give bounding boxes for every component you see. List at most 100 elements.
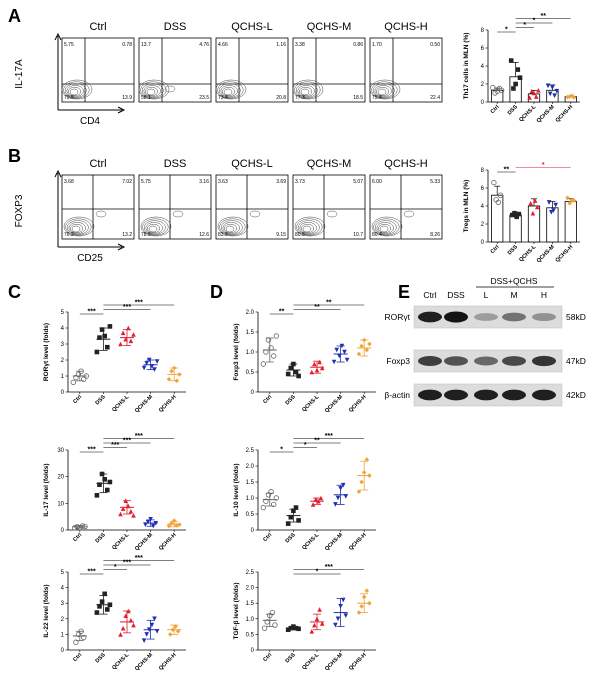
data-point (359, 479, 364, 485)
data-point (265, 492, 272, 498)
contour-line (295, 83, 318, 98)
y-axis-label: Th17 cells in MLN (%) (463, 33, 470, 100)
data-point (317, 359, 322, 365)
flow-plot-frame (138, 37, 212, 103)
data-point (144, 632, 149, 637)
contour-line (66, 85, 84, 97)
data-point (312, 361, 317, 367)
lane-label: DSS (447, 290, 465, 300)
blot-band (532, 313, 556, 321)
flow-plot-title: DSS (164, 21, 187, 33)
data-point (527, 95, 532, 100)
flow-plot-title: Ctrl (89, 21, 106, 33)
y-tick-label: 4 (481, 64, 485, 70)
x-tick-label: QCHS-L (301, 394, 321, 414)
data-point (141, 638, 147, 643)
y-axis-label: RORγt level (folds) (43, 323, 50, 381)
blot-band (502, 312, 526, 322)
flow-plot-title: QCHS-H (384, 158, 427, 170)
quadrant-ur-value: 4.76 (199, 42, 209, 48)
chart: 0 0.5 1.0 1.5 2.0 2.5 TGF-β level (folds) Ctrl D… (233, 564, 376, 672)
contour-line (63, 81, 90, 99)
contour-line (374, 85, 392, 97)
data-point (516, 211, 522, 217)
x-tick-label: QCHS-H (555, 244, 575, 264)
significance-label: *** (88, 447, 96, 454)
contour-line (147, 223, 161, 234)
data-point (498, 87, 505, 93)
quadrant-ll-value: 79.6 (64, 95, 74, 101)
quadrant-ul-value: 13.7 (141, 42, 151, 48)
x-tick-label: QCHS-M (324, 652, 344, 672)
chart: 0 0.5 1.0 1.5 2.0 Foxp3 level (folds) Ctrl DSS Q… (233, 300, 376, 414)
flow-plot-title: QCHS-L (231, 21, 273, 33)
data-point (312, 622, 317, 628)
data-point (118, 341, 123, 347)
data-point (517, 75, 523, 80)
contour-line (95, 210, 107, 218)
y-tick-label: 30 (57, 448, 64, 454)
contour-line (403, 210, 415, 218)
data-point (75, 371, 82, 378)
x-tick-label: DSS (285, 394, 297, 406)
contour-line (140, 81, 167, 99)
contour-line (164, 85, 176, 93)
data-point (554, 88, 560, 94)
contour-line (372, 83, 395, 98)
quadrant-lr-value: 23.5 (199, 95, 209, 101)
x-tick-label: QCHS-H (158, 394, 178, 414)
y-tick-label: 4 (61, 326, 65, 332)
data-point (268, 488, 274, 495)
x-tick-label: QCHS-L (301, 652, 321, 672)
significance-label: *** (88, 309, 96, 316)
quadrant-lr-value: 20.8 (276, 95, 286, 101)
contour-line (249, 210, 261, 218)
contour-line (64, 83, 87, 98)
contour-line (374, 220, 397, 235)
lane-label: L (484, 290, 489, 300)
y-tick-label: 3 (61, 601, 65, 607)
flow-y-arrowhead (54, 169, 62, 178)
data-point (550, 85, 555, 90)
quadrant-ll-value: 80.4 (372, 232, 382, 238)
data-point (273, 333, 279, 339)
contour-line (299, 222, 317, 234)
blot-band (474, 389, 498, 401)
data-point (296, 373, 301, 379)
panel-label-a: A (8, 6, 21, 26)
y-axis-label: Foxp3 level (folds) (233, 323, 240, 380)
contour-line (68, 86, 82, 97)
contour-line (225, 225, 235, 233)
data-point (285, 521, 291, 526)
data-point (126, 325, 131, 331)
data-point (512, 210, 517, 216)
blot-band (502, 389, 526, 401)
x-tick-label: Ctrl (490, 104, 501, 115)
contour-line (378, 223, 392, 234)
blot-band (474, 356, 498, 366)
quadrant-lr-value: 18.5 (353, 95, 363, 101)
contour-line (146, 88, 156, 96)
protein-label: β-actin (384, 390, 410, 400)
quadrant-ll-value: 78.5 (141, 232, 151, 238)
data-point (271, 501, 277, 508)
contour-line (141, 83, 164, 98)
y-tick-label: 1.5 (246, 480, 255, 486)
contour-line (223, 88, 233, 96)
y-tick-label: 0 (251, 390, 255, 396)
x-tick-label: QCHS-H (348, 394, 368, 414)
flow-plot-title: Ctrl (89, 158, 106, 170)
blot-band (444, 311, 468, 323)
contour-line (138, 79, 170, 100)
x-tick-label: Ctrl (72, 532, 83, 543)
contour-line (140, 216, 172, 237)
x-tick-label: QCHS-L (111, 532, 131, 552)
molecular-weight-label: 42kD (566, 390, 586, 400)
quadrant-ul-value: 5.75 (64, 42, 74, 48)
y-tick-label: 1.0 (246, 350, 255, 356)
data-point (169, 368, 174, 374)
flow-plot-title: QCHS-H (384, 21, 427, 33)
